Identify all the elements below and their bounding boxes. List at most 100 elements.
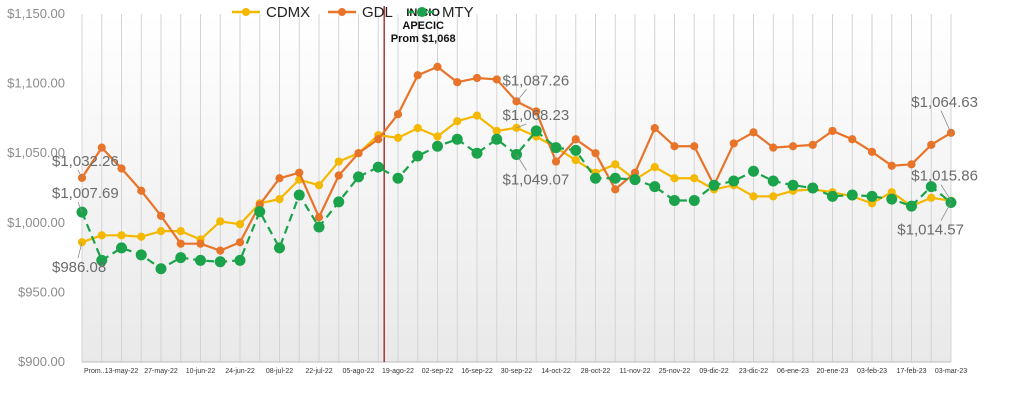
x-tick-label: 30-sep-22 — [501, 368, 533, 375]
data-point-cdmx — [97, 231, 106, 240]
data-point-mty — [254, 206, 266, 218]
data-label: $1,015.86 — [911, 168, 978, 185]
y-tick-label: $1,150.00 — [7, 6, 65, 21]
gridlines — [81, 14, 952, 363]
data-point-cdmx — [235, 220, 245, 229]
y-axis-ticks: $900.00 $950.00 $1,000.00 $1,050.00 $1,100.0… — [7, 6, 65, 369]
legend-swatch-marker — [338, 8, 346, 16]
data-point-mty — [906, 200, 917, 212]
data-point-mty — [669, 195, 680, 207]
data-point-cdmx — [492, 126, 501, 136]
x-tick-label: 25-nov-22 — [659, 368, 691, 375]
data-point-gdl — [650, 124, 659, 133]
data-point-gdl — [729, 139, 738, 148]
data-point-cdmx — [472, 111, 482, 120]
x-tick-label: 02-sep-22 — [422, 368, 454, 375]
annotation-leader — [77, 201, 83, 213]
data-point-mty — [787, 179, 799, 191]
data-point-cdmx — [749, 192, 758, 201]
x-tick-label: 16-sep-22 — [461, 368, 493, 375]
annotation-leader — [516, 123, 527, 129]
data-point-mty — [846, 189, 858, 201]
x-tick-label: 17-feb-23 — [897, 368, 927, 375]
x-tick-label: 24-jun-22 — [225, 368, 255, 375]
data-point-gdl — [749, 128, 758, 137]
data-label: $1,064.63 — [911, 94, 978, 111]
data-point-mty — [135, 249, 147, 261]
x-tick-label: Prom... — [84, 368, 107, 375]
data-point-gdl — [492, 75, 501, 84]
data-point-gdl — [769, 143, 778, 152]
data-point-cdmx — [670, 174, 679, 183]
x-tick-label: 09-dic-22 — [699, 368, 728, 375]
annotation-leader — [940, 110, 952, 134]
data-point-cdmx — [334, 157, 343, 166]
data-point-gdl — [176, 239, 185, 248]
x-tick-label: 14-oct-22 — [541, 368, 571, 375]
data-point-mty — [629, 174, 641, 186]
data-point-gdl — [295, 168, 304, 177]
data-point-gdl — [571, 135, 580, 144]
y-tick-label: $1,100.00 — [7, 76, 65, 91]
annotation-leader — [940, 184, 952, 201]
annotation-leader — [940, 202, 952, 221]
data-point-gdl — [453, 78, 462, 87]
series-group — [76, 62, 957, 275]
data-point-gdl — [117, 164, 126, 173]
data-point-mty — [116, 242, 127, 254]
x-tick-label: 10-jun-22 — [186, 368, 216, 375]
data-point-gdl — [551, 157, 561, 166]
data-point-mty — [688, 195, 700, 207]
x-axis-ticks: Prom...13-may-22 27-may-22 10-jun-22 24-jun… — [84, 368, 967, 375]
x-tick-label: 11-nov-22 — [619, 368, 650, 375]
data-point-cdmx — [512, 123, 521, 132]
data-point-gdl — [867, 147, 877, 156]
data-point-mty — [767, 175, 779, 187]
data-point-gdl — [97, 143, 106, 152]
data-point-mty — [925, 181, 937, 193]
data-point-mty — [748, 165, 759, 177]
data-point-mty — [728, 175, 740, 187]
x-tick-label: 20-ene-23 — [817, 368, 849, 375]
data-point-gdl — [848, 135, 857, 144]
annotation-leader — [516, 89, 527, 102]
data-point-gdl — [927, 140, 936, 149]
data-point-mty — [609, 172, 621, 184]
data-point-mty — [353, 171, 364, 183]
annotation-leader — [77, 169, 83, 179]
data-point-cdmx — [413, 124, 422, 133]
data-point-cdmx — [433, 132, 442, 141]
legend-label: CDMX — [266, 4, 310, 21]
data-point-gdl — [413, 71, 422, 80]
x-tick-label: 23-dic-22 — [739, 368, 768, 375]
x-tick-label: 03-feb-23 — [857, 368, 887, 375]
x-tick-label: 22-jul-22 — [305, 368, 332, 375]
data-point-mty — [491, 133, 503, 145]
data-point-mty — [432, 140, 443, 152]
x-tick-label: 27-may-22 — [144, 368, 178, 375]
data-point-gdl — [690, 142, 699, 151]
data-label: $1,068.23 — [503, 107, 570, 124]
y-tick-label: $1,000.00 — [7, 215, 65, 230]
data-point-mty — [550, 142, 562, 154]
data-point-gdl — [235, 238, 245, 247]
x-tick-label: 06-ene-23 — [777, 368, 809, 375]
data-point-mty — [530, 125, 542, 137]
y-tick-label: $950.00 — [18, 284, 65, 299]
data-point-gdl — [788, 142, 798, 151]
data-point-mty — [175, 252, 187, 264]
data-point-mty — [827, 190, 838, 202]
x-tick-label: 13-may-22 — [105, 368, 139, 375]
data-point-mty — [807, 182, 819, 194]
data-point-cdmx — [927, 193, 936, 202]
data-point-gdl — [354, 149, 363, 158]
data-label: $1,049.07 — [503, 171, 570, 188]
data-point-cdmx — [690, 174, 699, 183]
legend-label: GDL — [362, 4, 393, 21]
data-point-mty — [195, 254, 206, 266]
data-point-cdmx — [137, 232, 146, 241]
data-point-mty — [234, 254, 246, 266]
data-point-mty — [570, 144, 582, 156]
data-point-mty — [649, 181, 661, 193]
reference-line-label: Prom $1,068 — [391, 33, 456, 45]
